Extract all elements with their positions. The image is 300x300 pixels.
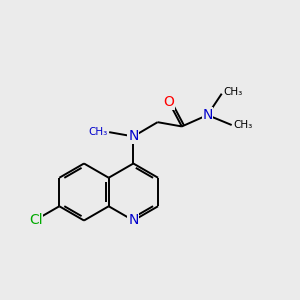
Text: CH₃: CH₃	[233, 120, 252, 130]
Text: N: N	[128, 129, 139, 143]
Text: CH₃: CH₃	[88, 127, 108, 137]
Text: Cl: Cl	[29, 213, 43, 227]
Text: N: N	[202, 108, 213, 122]
Text: O: O	[164, 95, 174, 109]
Text: CH₃: CH₃	[223, 87, 242, 97]
Text: N: N	[128, 214, 139, 227]
